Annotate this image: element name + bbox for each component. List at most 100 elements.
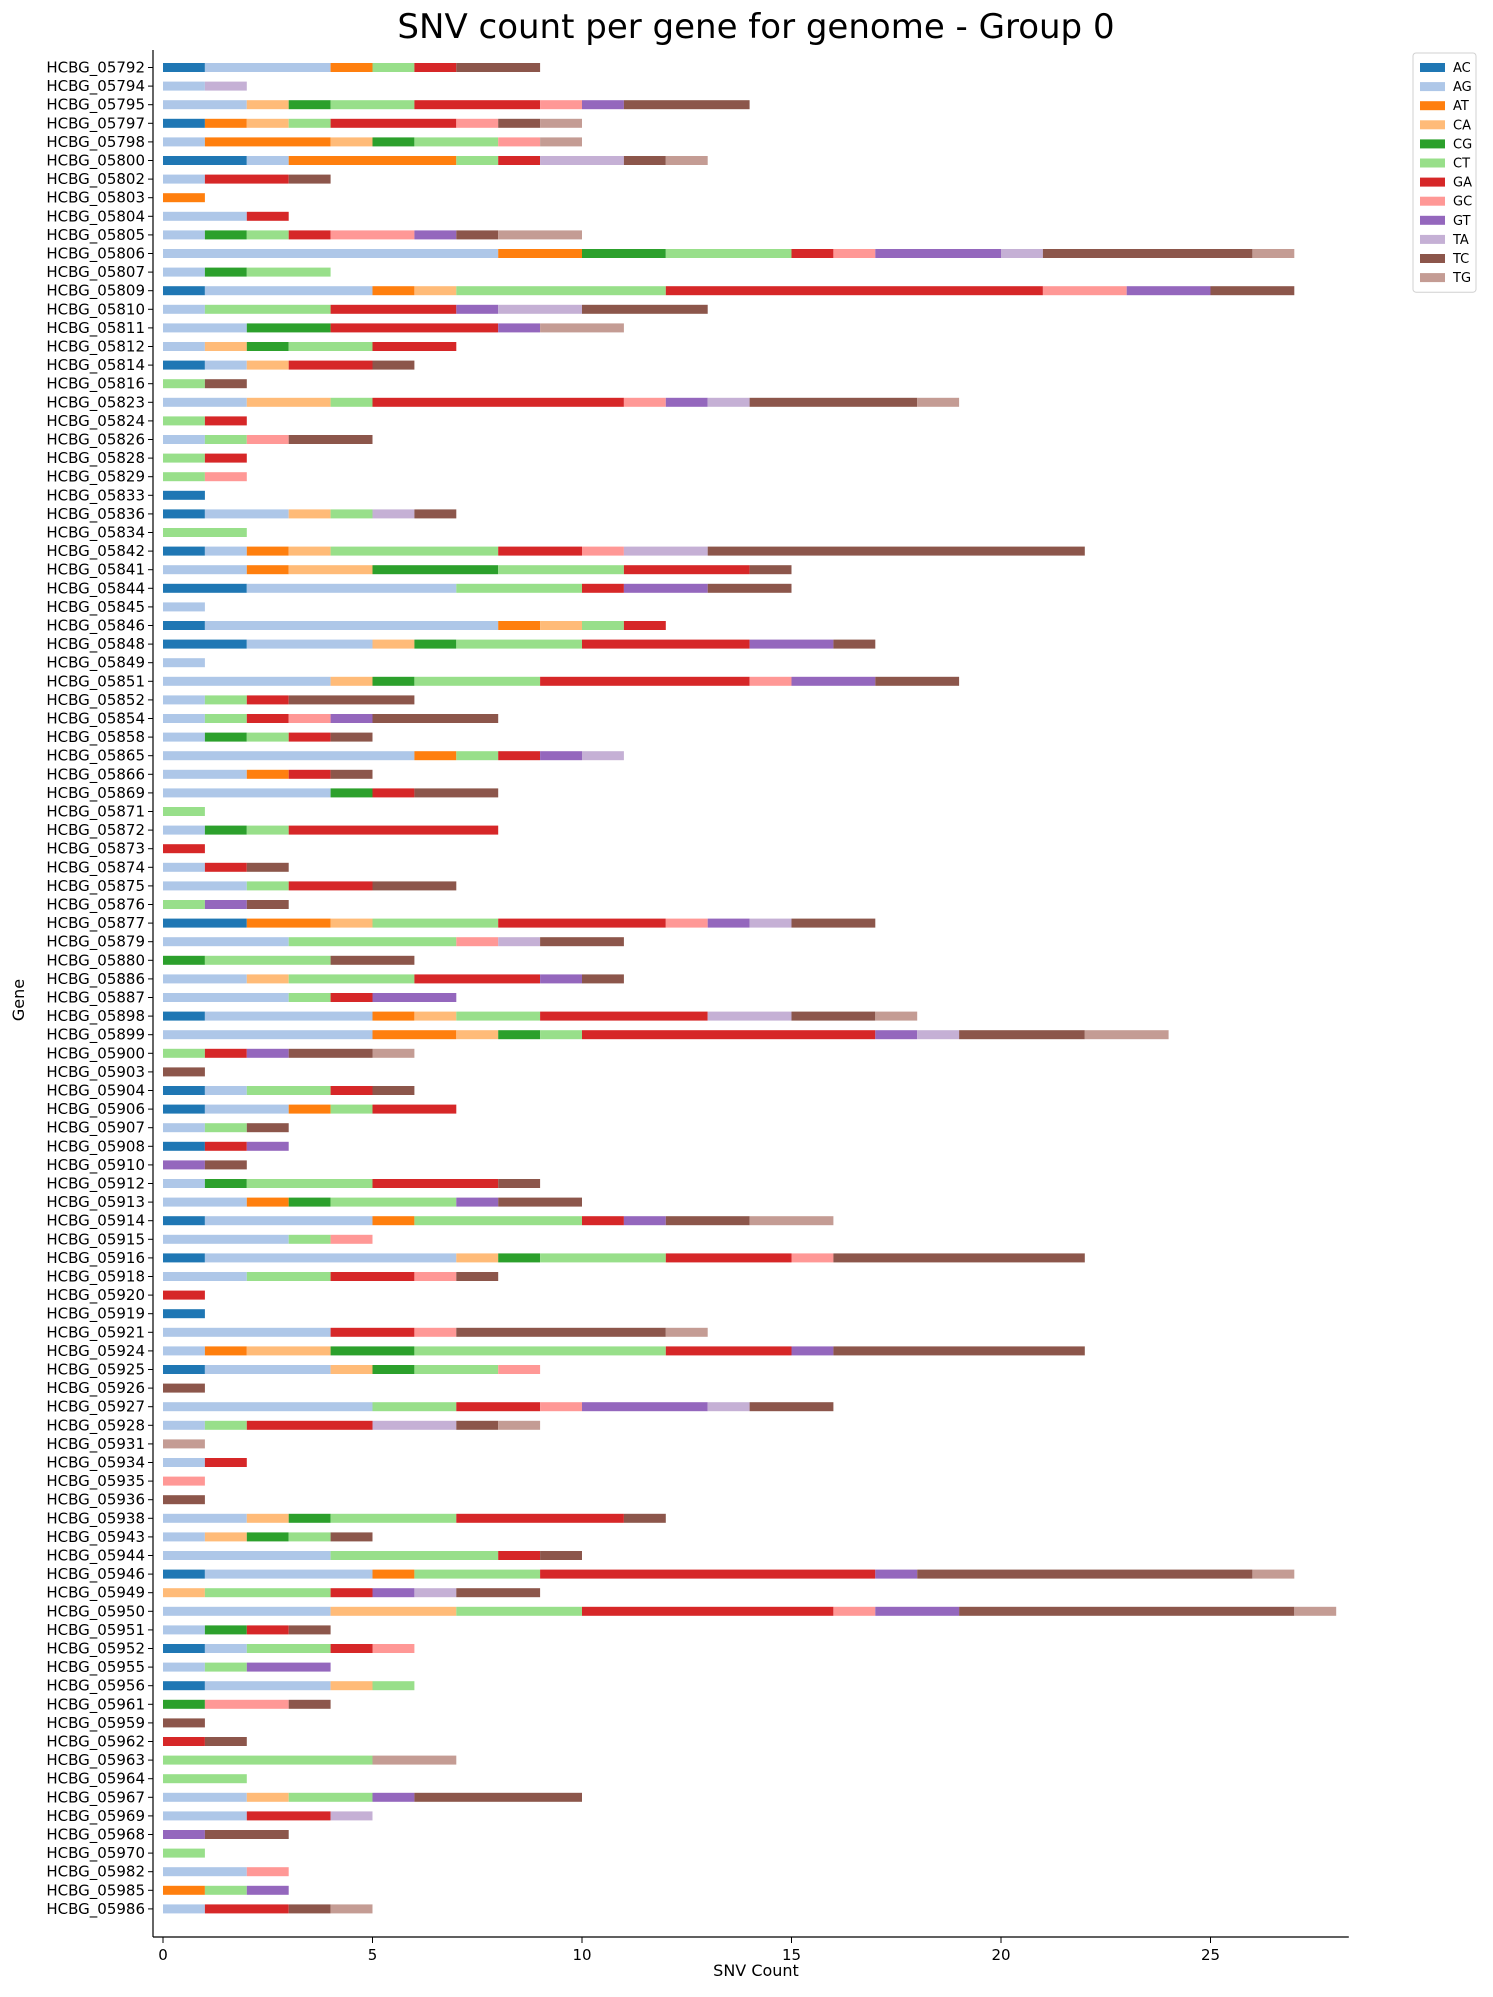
bar-segment-gc	[833, 1606, 876, 1616]
y-tick-label: HCBG_05918	[46, 1268, 145, 1287]
bar-segment-cg	[246, 323, 331, 333]
bar-segment-ag	[163, 1662, 205, 1672]
bar-row	[163, 1327, 708, 1337]
y-tick-label: HCBG_05967	[46, 1788, 145, 1807]
bar-segment-ga	[288, 732, 331, 742]
bar-segment-ac	[163, 156, 247, 165]
bar-row	[163, 1048, 415, 1058]
legend-label: TA	[1452, 233, 1469, 248]
y-tick-label: HCBG_05899	[46, 1026, 145, 1045]
bar-segment-gt	[456, 1197, 499, 1207]
bar-segment-ga	[288, 360, 373, 370]
bar-segment-gc	[749, 676, 792, 686]
bar-segment-at	[498, 621, 541, 630]
bar-segment-at	[330, 63, 373, 72]
y-tick-label: HCBG_05836	[46, 505, 145, 524]
bar-segment-ct	[246, 267, 331, 277]
y-tick-label: HCBG_05928	[46, 1416, 145, 1435]
bar-row	[163, 602, 205, 612]
bar-row	[163, 1160, 247, 1170]
bar-segment-ag	[204, 1365, 331, 1374]
bar-row	[163, 1532, 373, 1542]
bar-segment-ta	[749, 918, 792, 928]
bar-segment-ca	[414, 286, 457, 296]
y-tick-label: HCBG_05833	[46, 486, 145, 505]
bar-segment-ga	[163, 844, 205, 854]
bar-segment-tg	[1084, 1030, 1169, 1040]
bar-row	[163, 416, 247, 426]
legend-label: TG	[1452, 271, 1471, 286]
legend-label: AC	[1453, 61, 1471, 76]
bar-segment-gc	[498, 137, 541, 147]
y-tick-label: HCBG_05844	[46, 579, 145, 598]
bar-segment-tc	[414, 788, 499, 798]
y-tick-label: HCBG_05962	[46, 1733, 145, 1752]
bar-segment-ca	[456, 1030, 499, 1040]
y-tick-label: HCBG_05955	[46, 1658, 145, 1677]
y-tick-label: HCBG_05869	[46, 784, 145, 803]
y-tick-label: HCBG_05851	[46, 672, 145, 691]
y-tick-label: HCBG_05880	[46, 951, 145, 970]
bar-row	[163, 1774, 247, 1784]
bar-segment-ga	[330, 1327, 415, 1337]
bar-segment-ct	[246, 1086, 331, 1095]
bar-segment-ga	[540, 1569, 876, 1579]
bar-segment-ct	[456, 751, 499, 761]
bar-segment-ag	[204, 546, 247, 556]
bar-row	[163, 955, 415, 965]
bar-segment-ag	[163, 714, 205, 723]
bar-segment-tc	[623, 156, 666, 165]
bar-row	[163, 1569, 1295, 1579]
bar-segment-ag	[163, 1234, 289, 1244]
y-tick-label: HCBG_05809	[46, 282, 145, 301]
bar-segment-ct	[372, 1402, 457, 1412]
bar-segment-gc	[414, 1272, 457, 1281]
y-tick-label: HCBG_05814	[46, 356, 145, 375]
bar-segment-at	[288, 156, 457, 165]
bar-segment-at	[372, 286, 415, 296]
bar-segment-ta	[204, 81, 247, 91]
bar-segment-ga	[204, 416, 247, 426]
bar-segment-cg	[246, 342, 289, 351]
bar-segment-cg	[372, 1365, 415, 1374]
bar-segment-ct	[163, 416, 205, 426]
bar-segment-ga	[498, 751, 541, 761]
y-tick-label: HCBG_05798	[46, 133, 145, 152]
bar-segment-gc	[456, 937, 499, 947]
bar-segment-tc	[288, 174, 331, 184]
y-axis-label: Gene	[9, 979, 28, 1021]
legend-swatch	[1420, 101, 1445, 111]
bar-row	[163, 1830, 289, 1839]
bar-segment-gt	[372, 1588, 415, 1598]
bar-segment-tc	[456, 1588, 541, 1598]
bar-row	[163, 63, 541, 72]
bar-segment-gt	[875, 1606, 960, 1616]
bar-segment-ga	[330, 118, 457, 128]
bar-row	[163, 118, 582, 128]
bar-row	[163, 1104, 457, 1114]
bar-segment-ag	[163, 602, 205, 612]
bar-segment-ct	[372, 63, 415, 72]
bar-segment-tc	[372, 881, 457, 891]
bar-segment-ga	[204, 862, 247, 872]
bar-row	[163, 751, 624, 761]
y-tick-label: HCBG_05950	[46, 1602, 145, 1621]
bar-segment-ac	[163, 1216, 205, 1226]
bar-segment-ct	[204, 304, 331, 314]
bar-segment-ct	[456, 639, 582, 649]
bar-segment-at	[414, 751, 457, 761]
legend-item: CG	[1420, 137, 1472, 152]
bar-segment-ca	[246, 1513, 289, 1523]
bar-segment-cg	[498, 1030, 541, 1040]
bar-row	[163, 1737, 247, 1746]
bar-segment-ag	[163, 769, 247, 779]
y-tick-label: HCBG_05968	[46, 1826, 145, 1845]
bar-segment-tg	[665, 1327, 708, 1337]
y-tick-label: HCBG_05921	[46, 1323, 145, 1342]
bar-row	[163, 1309, 205, 1319]
bar-segment-ag	[204, 1569, 373, 1579]
y-tick-label: HCBG_05826	[46, 431, 145, 450]
bar-segment-ct	[204, 1420, 247, 1430]
bar-segment-tc	[372, 714, 499, 723]
